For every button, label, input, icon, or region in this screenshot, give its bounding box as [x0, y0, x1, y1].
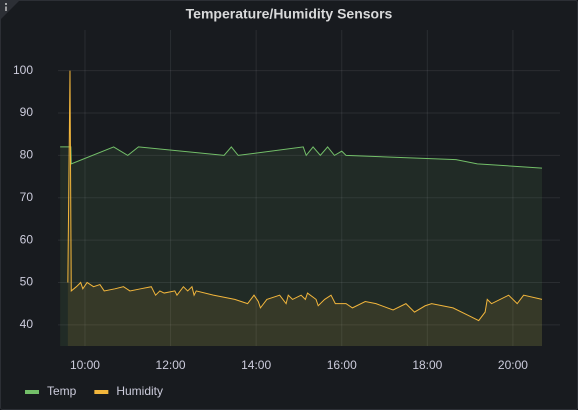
panel-title: Temperature/Humidity Sensors: [186, 6, 393, 22]
legend-label[interactable]: Humidity: [116, 384, 163, 398]
x-tick-label: 18:00: [412, 358, 442, 372]
series-line: [67, 70, 543, 322]
info-dot: [5, 3, 7, 5]
y-tick-label: 40: [20, 317, 34, 331]
y-tick-label: 50: [20, 275, 34, 289]
x-tick-label: 12:00: [156, 358, 186, 372]
area-fill: [67, 70, 543, 346]
x-tick-label: 20:00: [498, 358, 528, 372]
legend-label[interactable]: Temp: [47, 384, 77, 398]
y-tick-label: 60: [20, 232, 34, 246]
x-tick-label: 14:00: [241, 358, 271, 372]
y-tick-label: 80: [20, 148, 34, 162]
info-corner[interactable]: [0, 0, 20, 20]
y-tick-label: 70: [20, 190, 34, 204]
series-line: [60, 146, 543, 169]
x-tick-label: 10:00: [70, 358, 100, 372]
x-tick-label: 16:00: [327, 358, 357, 372]
y-tick-label: 100: [13, 63, 33, 77]
area-fill: [60, 146, 543, 346]
y-tick-label: 90: [20, 105, 34, 119]
